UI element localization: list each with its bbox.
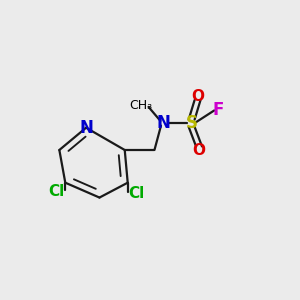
Text: F: F [213,101,224,119]
Text: S: S [186,114,198,132]
Text: N: N [156,114,170,132]
Text: Cl: Cl [48,184,64,199]
Text: Cl: Cl [128,186,145,201]
Text: O: O [191,89,204,104]
Text: N: N [79,119,93,137]
Text: CH₃: CH₃ [130,99,153,112]
Text: O: O [193,142,206,158]
